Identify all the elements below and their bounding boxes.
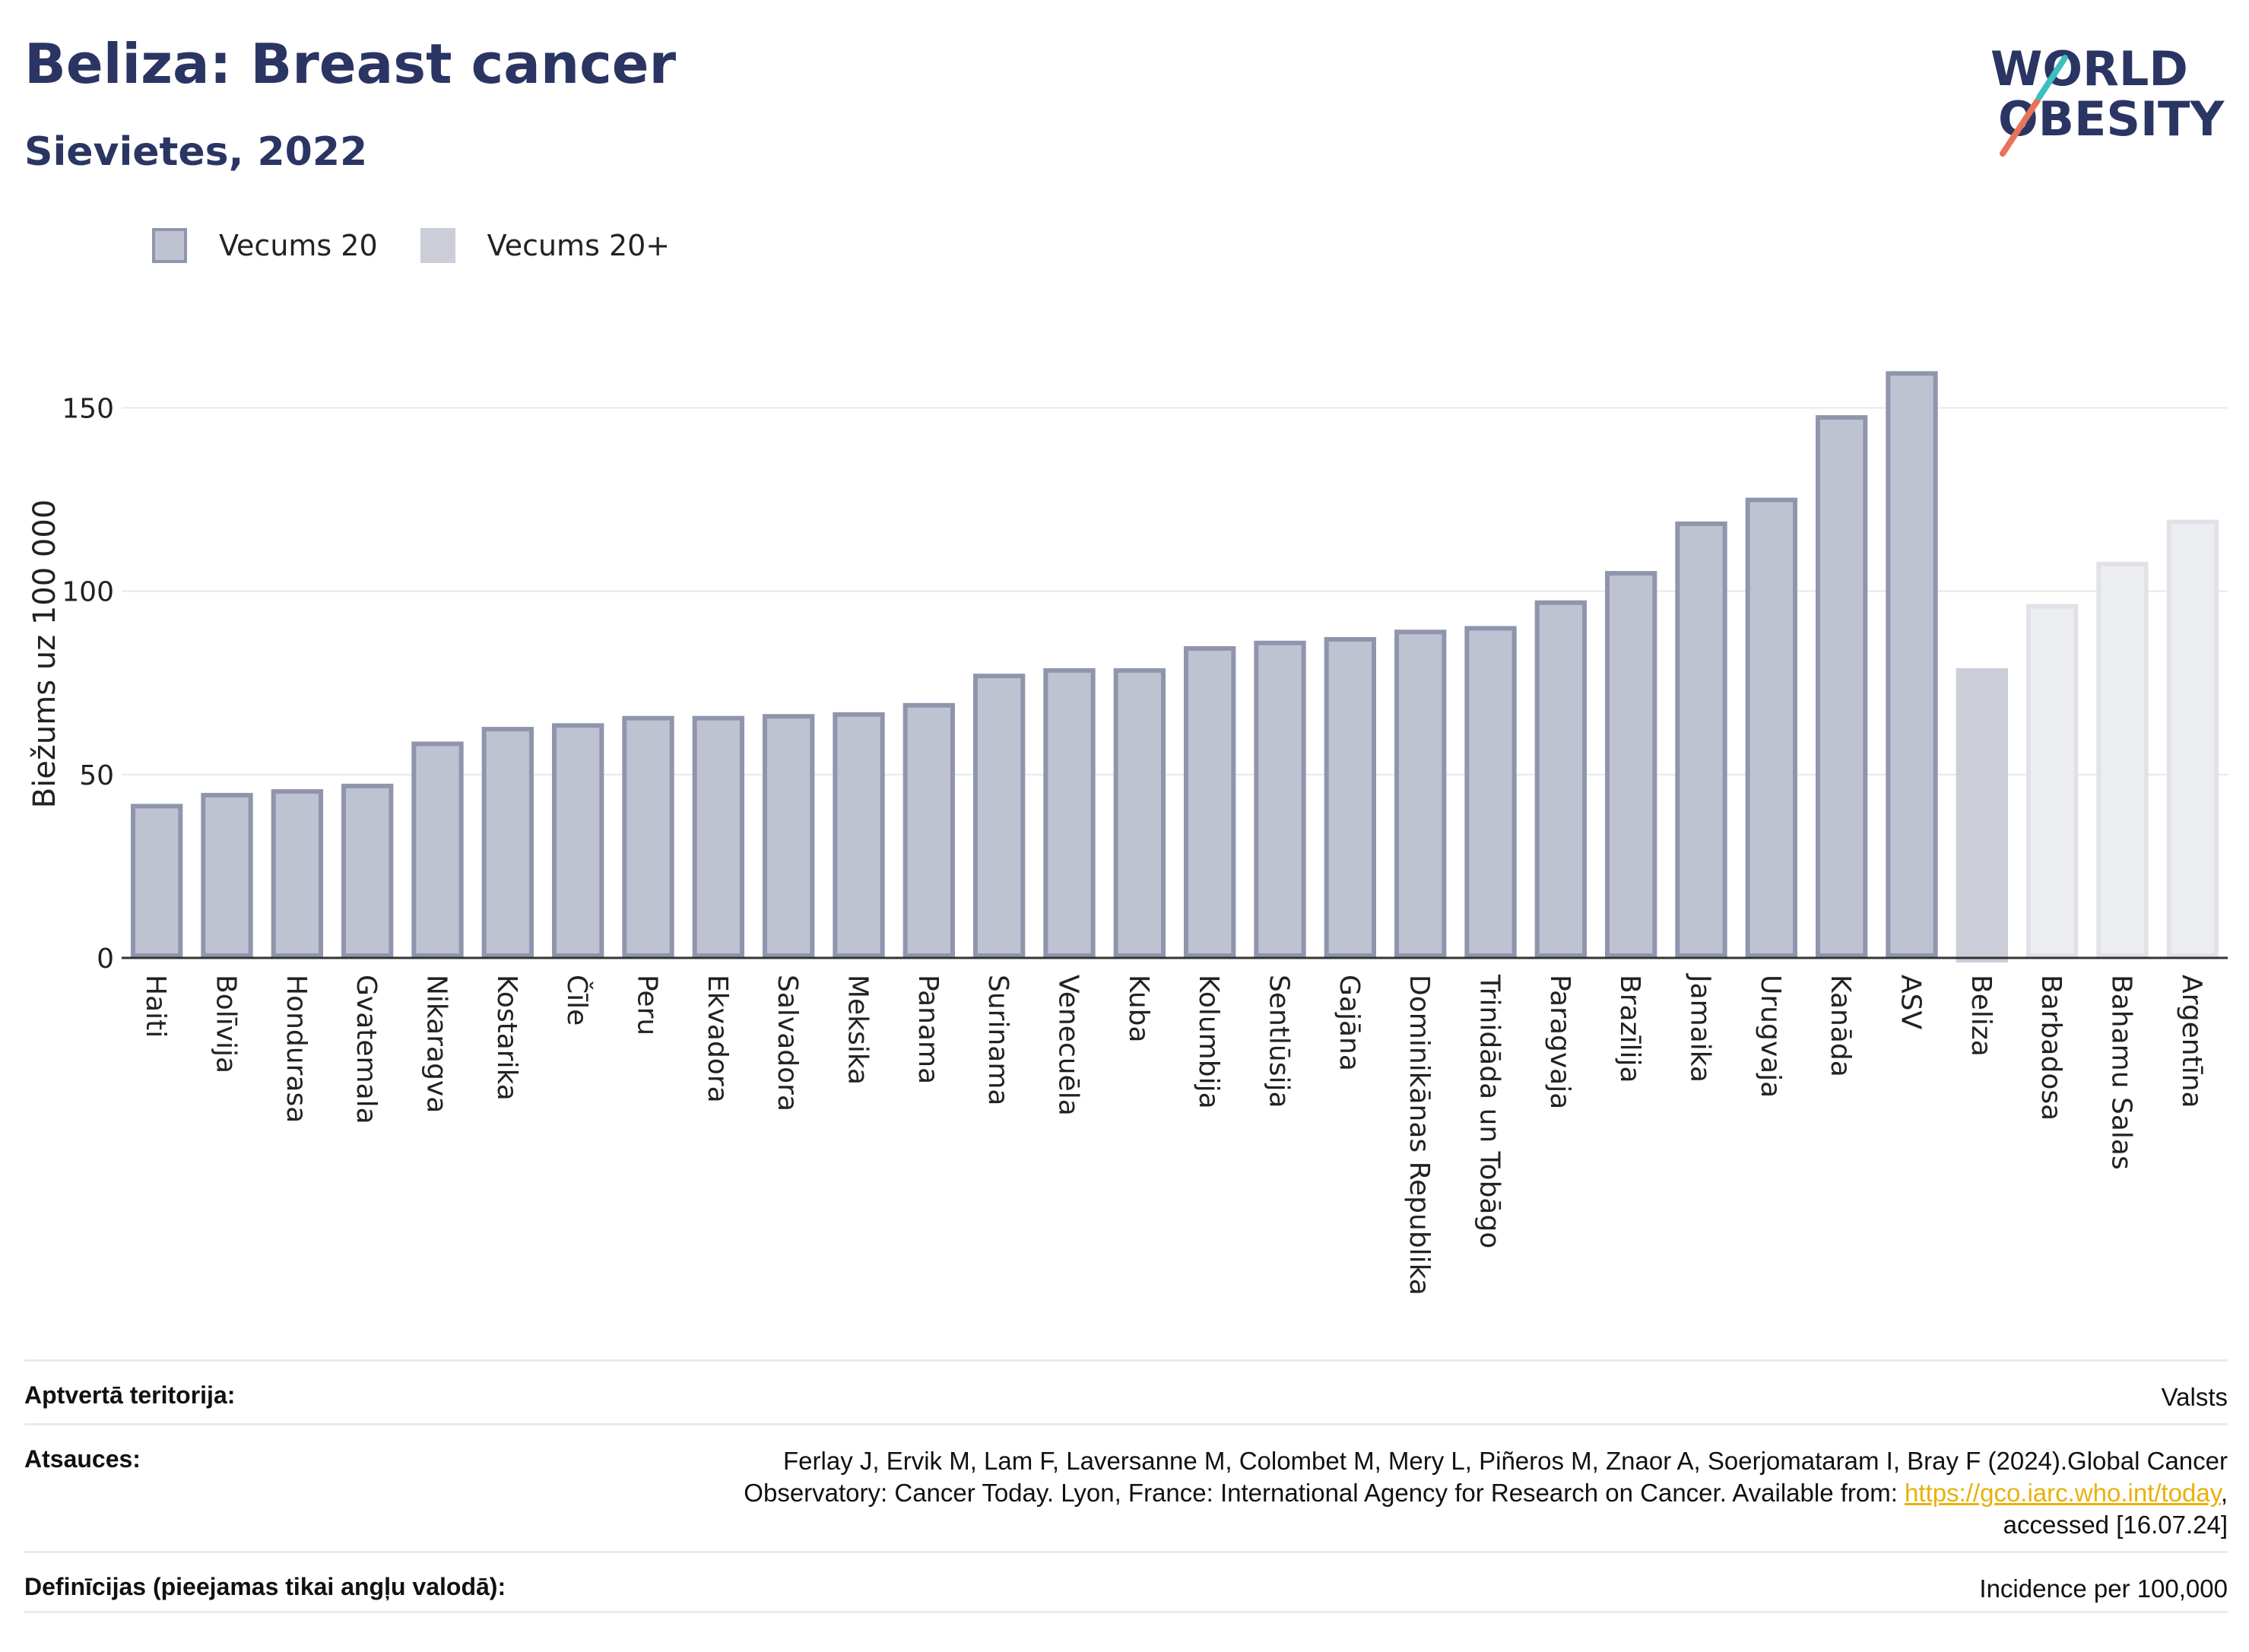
x-tick-label: Panama <box>912 975 944 1084</box>
bar-kolumbija <box>1184 646 1236 958</box>
chart-legend: Vecums 20 Vecums 20+ <box>152 225 712 266</box>
legend-swatch-age-20 <box>152 228 187 263</box>
footer-row-coverage: Aptvertā teritorija: Valsts <box>24 1359 2228 1423</box>
bar-paragvaja <box>1534 600 1587 958</box>
bar-argentīna <box>2166 519 2219 958</box>
legend-label-age-20: Vecums 20 <box>219 229 378 262</box>
x-tick-label: Jamaika <box>1685 973 1716 1083</box>
legend-swatch-age-20-plus <box>420 228 455 263</box>
footer-row-definitions: Definīcijas (pieejamas tikai angļu valod… <box>24 1551 2228 1613</box>
x-tick-label: Kanāda <box>1825 975 1856 1077</box>
x-tick-label: Haiti <box>140 975 171 1038</box>
bar-kostarika <box>481 727 534 959</box>
legend-item-age-20[interactable]: Vecums 20 <box>152 228 378 263</box>
bar-panama <box>902 702 955 958</box>
x-tick-label: Bahamu Salas <box>2106 975 2137 1170</box>
bar-barbadosa <box>2026 604 2079 958</box>
legend-label-age-20-plus: Vecums 20+ <box>487 229 671 262</box>
bar-gajāna <box>1324 636 1376 958</box>
bar-kanāda <box>1816 415 1868 958</box>
x-tick-label: Peru <box>632 975 663 1035</box>
x-tick-label: Gvatemala <box>351 975 382 1124</box>
x-tick-label: Urugvaja <box>1755 975 1786 1098</box>
y-tick-label: 50 <box>79 760 114 791</box>
page-subtitle: Sievietes, 2022 <box>24 129 368 175</box>
x-tick-label: Brazīlija <box>1614 975 1645 1083</box>
bar-chart: 0 50 100 150 Biežums uz 100 000 Haiti Bolīvija… <box>27 371 2228 1295</box>
bar-peru <box>622 715 674 958</box>
logo-line2: OBESITY <box>1998 91 2225 147</box>
y-tick-label: 0 <box>97 943 114 975</box>
bar-haiti <box>131 804 183 958</box>
y-axis-label: Biežums uz 100 000 <box>27 499 62 809</box>
references-line2-comma: , <box>2220 1479 2228 1507</box>
bar-meksika <box>833 712 885 959</box>
bar-bolīvija <box>201 792 253 958</box>
references-value: Ferlay J, Ervik M, Lam F, Laversanne M, … <box>744 1445 2228 1541</box>
bar-dominikānas-republika <box>1394 629 1447 958</box>
bar-brazīlija <box>1605 571 1657 958</box>
bar-venecuēla <box>1043 667 1096 958</box>
logo-line1: WORLD <box>1990 41 2188 97</box>
x-tick-label: Trinidāda un Tobāgo <box>1474 974 1505 1248</box>
x-tick-label: Beliza <box>1965 975 1997 1057</box>
bar-ekvadora <box>692 715 744 958</box>
bar-urugvaja <box>1745 497 1797 959</box>
x-tick-label: Čīle <box>561 975 593 1026</box>
x-tick-label: Gajāna <box>1334 975 1365 1071</box>
x-tick-label: Paragvaja <box>1544 975 1575 1109</box>
references-link[interactable]: https://gco.iarc.who.int/today <box>1905 1479 2221 1507</box>
x-tick-label: Bolīvija <box>211 975 242 1073</box>
x-tick-label: ASV <box>1895 975 1927 1029</box>
bar-kuba <box>1113 667 1166 958</box>
references-label: Atsauces: <box>24 1445 141 1473</box>
legend-item-age-20-plus[interactable]: Vecums 20+ <box>420 228 671 263</box>
y-tick-label: 150 <box>62 393 114 424</box>
bar-sentlūsija <box>1254 640 1306 958</box>
page-title: Beliza: Breast cancer <box>24 32 677 96</box>
bar-surinama <box>973 674 1026 958</box>
definitions-value: Incidence per 100,000 <box>1979 1574 2228 1603</box>
bar-trinidāda-un-tobāgo <box>1464 626 1517 958</box>
references-line2: Observatory: Cancer Today. Lyon, France:… <box>744 1477 2228 1509</box>
world-obesity-logo: WORLD OBESITY <box>1990 41 2225 157</box>
x-tick-label: Dominikānas Republika <box>1404 975 1435 1295</box>
x-tick-label: Kostarika <box>491 975 522 1101</box>
x-tick-label: Argentīna <box>2176 975 2207 1108</box>
x-tick-label: Salvadora <box>772 975 803 1111</box>
x-tick-label: Kuba <box>1123 975 1154 1043</box>
bar-hondurasa <box>271 789 323 959</box>
x-tick-label: Barbadosa <box>2035 975 2067 1121</box>
bar-beliza <box>1956 667 2008 962</box>
x-tick-label: Kolumbija <box>1193 975 1224 1109</box>
bar-nikaragva <box>411 741 464 958</box>
footer-row-references: Atsauces: Ferlay J, Ervik M, Lam F, Lave… <box>24 1423 2228 1551</box>
x-tick-label: Meksika <box>842 975 874 1085</box>
chart-footer: Aptvertā teritorija: Valsts Atsauces: Fe… <box>24 1359 2228 1613</box>
bar-čīle <box>552 723 604 958</box>
definitions-label: Definīcijas (pieejamas tikai angļu valod… <box>24 1573 506 1600</box>
x-tick-label: Surinama <box>982 975 1013 1105</box>
coverage-value: Valsts <box>2161 1383 2228 1411</box>
x-tick-label: Venecuēla <box>1053 975 1084 1116</box>
bar-salvadora <box>763 714 815 958</box>
references-line3: accessed [16.07.24] <box>2003 1511 2228 1539</box>
references-line2-text: Observatory: Cancer Today. Lyon, France:… <box>744 1479 1905 1507</box>
coverage-label: Aptvertā teritorija: <box>24 1381 236 1409</box>
x-tick-label: Hondurasa <box>281 975 312 1123</box>
bar-asv <box>1886 371 1938 958</box>
references-line1: Ferlay J, Ervik M, Lam F, Laversanne M, … <box>783 1447 2228 1475</box>
y-tick-label: 100 <box>62 577 114 608</box>
bar-gvatemala <box>341 783 394 958</box>
bar-bahamu-salas <box>2096 562 2149 958</box>
x-tick-label: Nikaragva <box>421 975 452 1113</box>
bar-jamaika <box>1675 522 1727 958</box>
x-tick-label: Ekvadora <box>702 975 733 1103</box>
x-tick-label: Sentlūsija <box>1264 975 1295 1108</box>
